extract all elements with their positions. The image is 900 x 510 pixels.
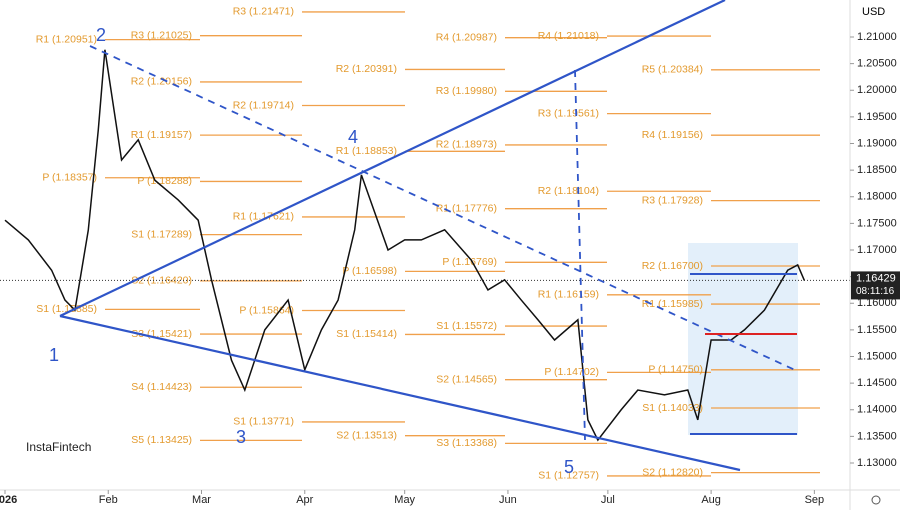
- x-tick-label: Jun: [499, 494, 517, 506]
- x-tick-label: 2026: [0, 494, 17, 506]
- pivot-label: P (1.14702): [544, 366, 599, 378]
- y-tick-label: 1.19000: [857, 137, 897, 149]
- pivot-label: P (1.18357): [42, 172, 97, 184]
- pivot-label: R1 (1.18853): [336, 145, 397, 157]
- pivot-label: R1 (1.16159): [538, 289, 599, 301]
- y-tick-label: 1.20500: [857, 58, 897, 70]
- pivot-label: R2 (1.19714): [233, 99, 294, 111]
- pivot-label: R2 (1.20391): [336, 63, 397, 75]
- y-tick-label: 1.13500: [857, 430, 897, 442]
- pivot-label: S1 (1.12757): [538, 470, 599, 482]
- x-tick-label: Apr: [296, 494, 313, 506]
- pivot-label: R3 (1.17928): [642, 194, 703, 206]
- pivot-label: R3 (1.21025): [131, 29, 192, 41]
- pivot-label: S3 (1.15421): [131, 328, 192, 340]
- last-price-label: 1.16429: [856, 272, 896, 284]
- pivot-label: R4 (1.20987): [436, 31, 497, 43]
- price-axis: [850, 0, 900, 510]
- dashed-trendline: [574, 69, 586, 441]
- y-tick-label: 1.15000: [857, 350, 897, 362]
- pivot-label: R2 (1.16700): [642, 260, 703, 272]
- currency: USD: [862, 6, 885, 18]
- pivot-label: R1 (1.20951): [36, 33, 97, 45]
- y-tick-label: 1.18000: [857, 191, 897, 203]
- pivot-label: R2 (1.18104): [538, 185, 599, 197]
- pivot-label: S1 (1.15572): [436, 320, 497, 332]
- brand: InstaFintech: [26, 440, 91, 454]
- wave-label: 3: [236, 427, 246, 447]
- y-tick-label: 1.14000: [857, 404, 897, 416]
- pivot-label: S2 (1.16420): [131, 275, 192, 287]
- pivot-label: R3 (1.21471): [233, 6, 294, 18]
- pivot-label: R2 (1.20156): [131, 76, 192, 88]
- y-tick-label: 1.14500: [857, 377, 897, 389]
- pivot-label: R1 (1.17621): [233, 211, 294, 223]
- pivot-label: S3 (1.13368): [436, 437, 497, 449]
- pivot-label: P (1.16769): [442, 256, 497, 268]
- x-tick-label: Jul: [601, 494, 615, 506]
- wave-label: 4: [348, 127, 358, 147]
- pivot-label: P (1.15864): [239, 304, 294, 316]
- wave-label: 1: [49, 345, 59, 365]
- y-tick-label: 1.20000: [857, 84, 897, 96]
- volume-profile-area: [688, 243, 798, 435]
- pivot-label: S4 (1.14423): [131, 381, 192, 393]
- last-price-box: [851, 271, 900, 300]
- countdown: 08:11:16: [856, 286, 895, 297]
- x-tick-label: Sep: [805, 494, 825, 506]
- pivot-label: P (1.14750): [648, 364, 703, 376]
- pivot-label: R4 (1.21018): [538, 30, 599, 42]
- y-tick-label: 1.16000: [857, 297, 897, 309]
- plot: R1 (1.20951)P (1.18357)S1 (1.15885)R3 (1…: [0, 6, 850, 482]
- pivot-label: P (1.18288): [137, 175, 192, 187]
- wave-label: 2: [96, 25, 106, 45]
- pivot-label: R3 (1.19980): [436, 85, 497, 97]
- x-tick-label: Mar: [192, 494, 211, 506]
- price-line: [4, 49, 806, 442]
- wave-label: 5: [564, 457, 574, 477]
- pivot-label: S1 (1.14033): [642, 402, 703, 414]
- y-tick-label: 1.17000: [857, 244, 897, 256]
- pivot-label: S2 (1.14565): [436, 373, 497, 385]
- settings-icon[interactable]: [871, 495, 881, 505]
- pivot-label: S1 (1.17289): [131, 228, 192, 240]
- pivot-label: S1 (1.15414): [336, 328, 397, 340]
- y-tick-label: 1.15500: [857, 324, 897, 336]
- pivot-label: R1 (1.19157): [131, 129, 192, 141]
- pivot-label: S1 (1.13771): [233, 416, 294, 428]
- pivot-label: R3 (1.19561): [538, 107, 599, 119]
- pivot-label: R5 (1.20384): [642, 64, 703, 76]
- x-tick-label: Feb: [99, 494, 118, 506]
- time-axis: [0, 490, 850, 510]
- pivot-label: R4 (1.19156): [642, 129, 703, 141]
- y-tick-label: 1.19500: [857, 111, 897, 123]
- y-tick-label: 1.18500: [857, 164, 897, 176]
- y-tick-label: 1.13000: [857, 457, 897, 469]
- brand-box: [20, 430, 98, 464]
- pivot-label: S5 (1.13425): [131, 434, 192, 446]
- y-tick-label: 1.21000: [857, 31, 897, 43]
- trendline: [59, 314, 741, 472]
- x-tick-label: Aug: [701, 494, 721, 506]
- trendline: [59, 0, 726, 317]
- pivot-label: R2 (1.18973): [436, 139, 497, 151]
- pivot-label: S2 (1.13513): [336, 429, 397, 441]
- pivot-label: S2 (1.12820): [642, 466, 703, 478]
- x-tick-label: May: [394, 494, 415, 506]
- y-tick-label: 1.17500: [857, 217, 897, 229]
- pivot-label: R1 (1.17776): [436, 202, 497, 214]
- pivot-label: P (1.16598): [342, 265, 397, 277]
